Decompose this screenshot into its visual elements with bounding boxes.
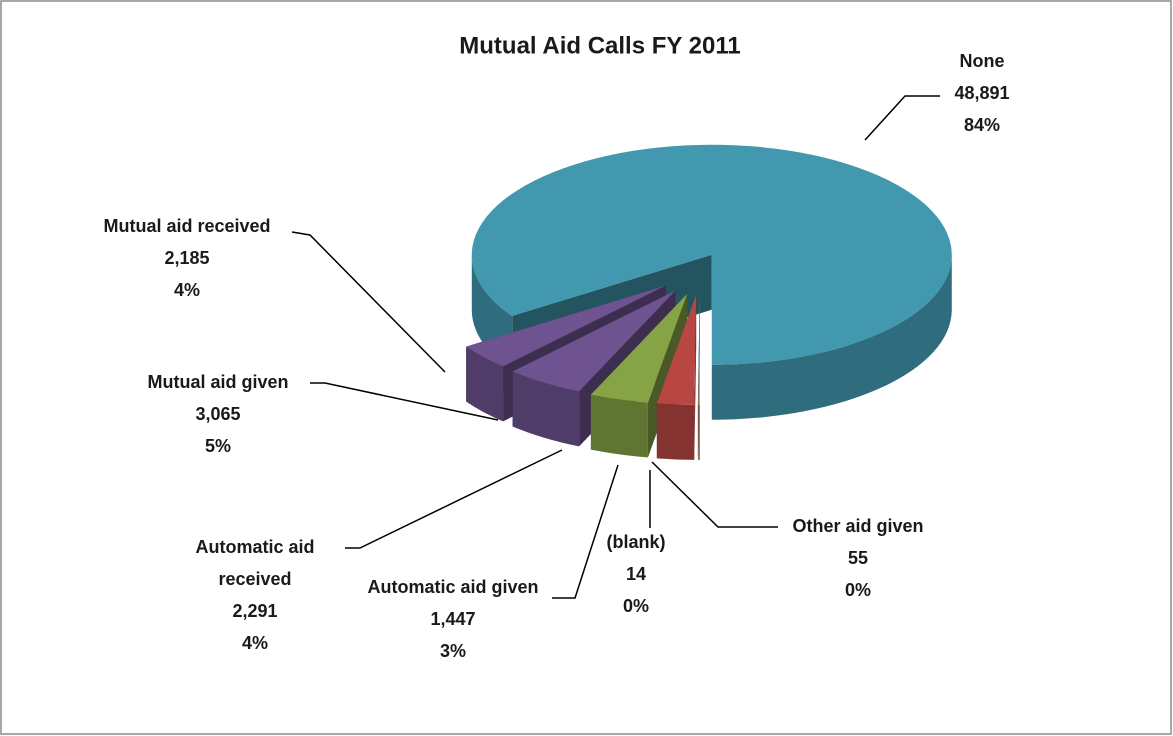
category-label: Mutual aid given (147, 372, 288, 392)
leader-line (552, 464, 619, 599)
leader-line (651, 461, 778, 528)
value-label: 55 (848, 548, 868, 568)
label-line: Automatic aid (195, 537, 314, 557)
percent-label: 4% (174, 280, 200, 300)
slice (466, 285, 666, 367)
slice-side (656, 403, 695, 460)
slice (590, 293, 688, 403)
category-label: Automatic aid given (367, 577, 538, 597)
slice-side (590, 394, 648, 458)
leader-line (345, 449, 563, 549)
slice-side (698, 405, 700, 461)
percent-label: 4% (242, 633, 268, 653)
slice-side (466, 346, 504, 422)
slice-side (711, 254, 952, 420)
percent-label: 84% (964, 115, 1000, 135)
slice (471, 144, 952, 365)
chart-title: Mutual Aid Calls FY 2011 (459, 32, 740, 59)
slice (697, 295, 700, 405)
slice-side (512, 371, 580, 447)
category-label: Automatic aid received (195, 537, 314, 589)
leader-line (310, 382, 499, 421)
value-label: 3,065 (195, 404, 240, 424)
slice (698, 295, 700, 406)
label-line: received (218, 569, 291, 589)
percent-label: 5% (205, 436, 231, 456)
category-label: (blank) (606, 532, 665, 552)
category-label: Other aid given (792, 516, 923, 536)
category-label: None (960, 51, 1005, 71)
category-label: Mutual aid received (103, 216, 270, 236)
percent-label: 3% (440, 641, 466, 661)
value-label: 2,291 (232, 601, 277, 621)
value-label: 2,185 (164, 248, 209, 268)
value-label: 1,447 (430, 609, 475, 629)
value-label: 48,891 (954, 83, 1009, 103)
percent-label: 0% (623, 596, 649, 616)
slice (656, 294, 697, 405)
percent-label: 0% (845, 580, 871, 600)
leader-line (864, 95, 940, 141)
leader-line (291, 231, 446, 373)
slice (512, 290, 676, 392)
value-label: 14 (626, 564, 646, 584)
